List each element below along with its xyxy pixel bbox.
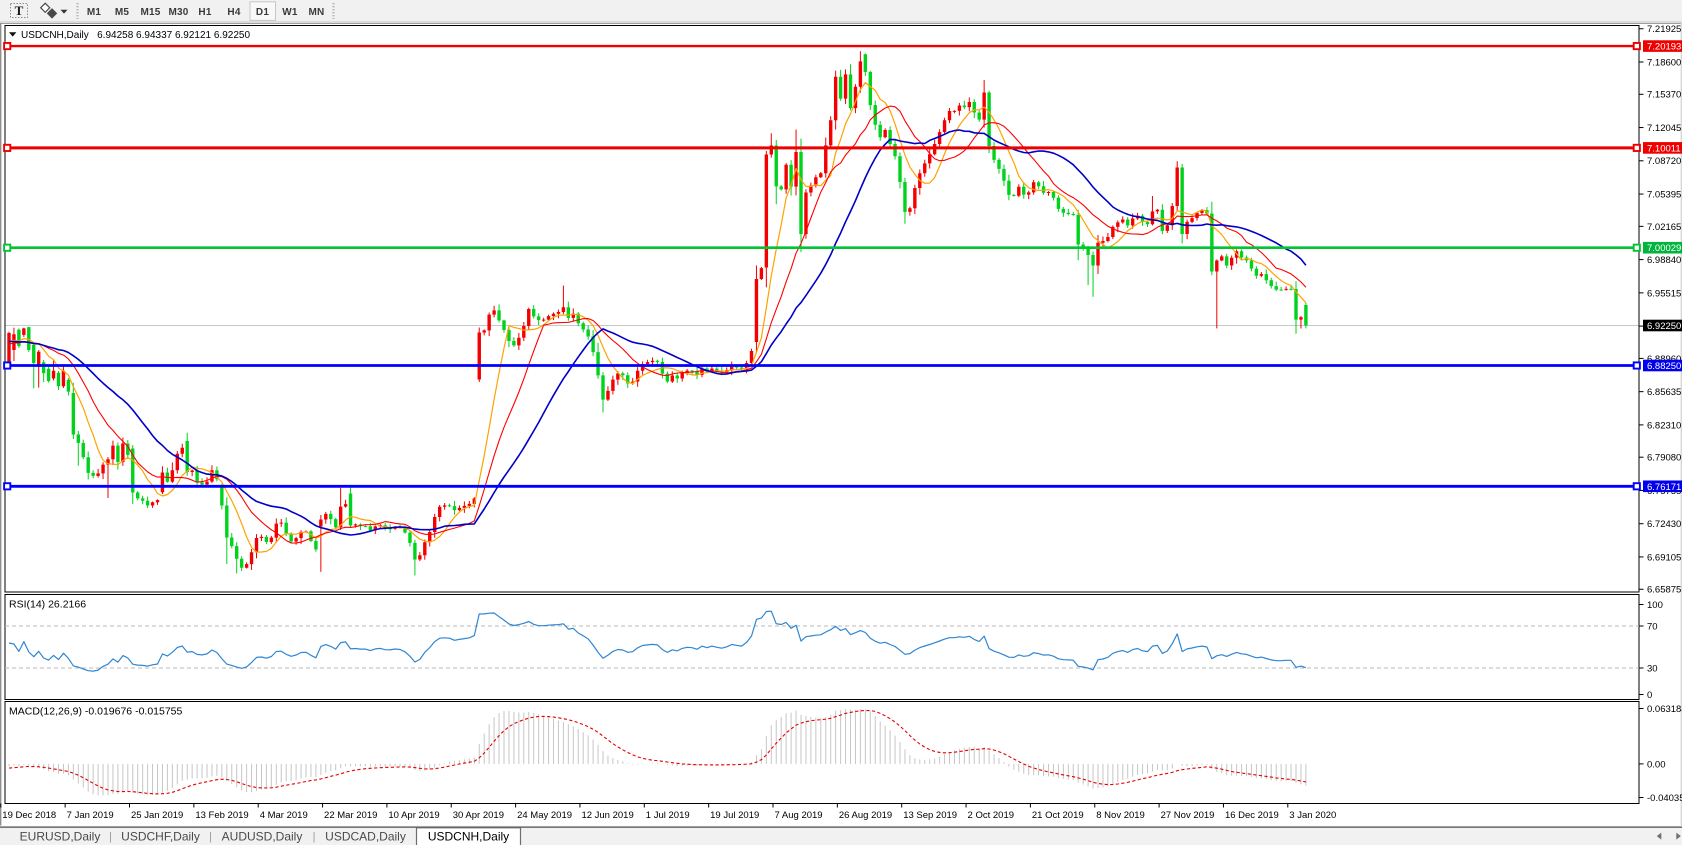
svg-text:10 Apr 2019: 10 Apr 2019 (388, 810, 439, 821)
svg-text:7.02165: 7.02165 (1647, 222, 1681, 233)
svg-text:8 Nov 2019: 8 Nov 2019 (1096, 810, 1145, 821)
svg-text:AUDUSD,Daily: AUDUSD,Daily (222, 830, 303, 844)
svg-text:13 Sep 2019: 13 Sep 2019 (903, 810, 957, 821)
svg-text:0: 0 (1647, 690, 1652, 701)
svg-text:-0.04035: -0.04035 (1647, 793, 1682, 804)
svg-text:7.15370: 7.15370 (1647, 90, 1681, 101)
svg-text:0.00: 0.00 (1647, 759, 1666, 770)
svg-text:M30: M30 (168, 7, 188, 18)
svg-text:W1: W1 (282, 7, 298, 18)
svg-text:6.72430: 6.72430 (1647, 519, 1681, 530)
svg-text:|: | (313, 831, 316, 843)
svg-text:100: 100 (1647, 600, 1663, 611)
svg-text:M5: M5 (115, 7, 130, 18)
svg-text:25 Jan 2019: 25 Jan 2019 (131, 810, 183, 821)
svg-text:H1: H1 (198, 7, 211, 18)
svg-text:30 Apr 2019: 30 Apr 2019 (453, 810, 504, 821)
svg-text:6.65875: 6.65875 (1647, 585, 1681, 596)
svg-text:13 Feb 2019: 13 Feb 2019 (195, 810, 248, 821)
svg-text:EURUSD,Daily: EURUSD,Daily (20, 830, 101, 844)
svg-text:H4: H4 (227, 7, 240, 18)
svg-text:6.88250: 6.88250 (1647, 361, 1681, 372)
svg-text:RSI(14) 26.2166: RSI(14) 26.2166 (9, 599, 86, 611)
svg-text:M15: M15 (140, 7, 160, 18)
svg-text:4 Mar 2019: 4 Mar 2019 (260, 810, 308, 821)
svg-text:7.05395: 7.05395 (1647, 189, 1681, 200)
svg-text:7 Jan 2019: 7 Jan 2019 (67, 810, 114, 821)
svg-text:21 Oct 2019: 21 Oct 2019 (1032, 810, 1084, 821)
svg-text:70: 70 (1647, 621, 1658, 632)
svg-text:7.00029: 7.00029 (1647, 243, 1681, 254)
svg-text:7.10011: 7.10011 (1647, 143, 1681, 154)
svg-text:6.88960: 6.88960 (1647, 354, 1681, 365)
svg-text:USDCNH,Daily 6.94258 6.94337: USDCNH,Daily 6.94258 6.94337 6.92121 6.9… (21, 30, 250, 41)
svg-text:19 Dec 2018: 19 Dec 2018 (2, 810, 56, 821)
svg-text:6.92250: 6.92250 (1647, 321, 1681, 332)
svg-text:6.82310: 6.82310 (1647, 420, 1681, 431)
svg-text:19 Jul 2019: 19 Jul 2019 (710, 810, 759, 821)
svg-text:26 Aug 2019: 26 Aug 2019 (839, 810, 892, 821)
svg-text:7.12045: 7.12045 (1647, 123, 1681, 134)
svg-text:7 Aug 2019: 7 Aug 2019 (775, 810, 823, 821)
svg-text:27 Nov 2019: 27 Nov 2019 (1161, 810, 1215, 821)
svg-text:16 Dec 2019: 16 Dec 2019 (1225, 810, 1279, 821)
svg-text:6.85635: 6.85635 (1647, 387, 1681, 398)
svg-text:30: 30 (1647, 663, 1658, 674)
svg-text:6.98840: 6.98840 (1647, 255, 1681, 266)
svg-text:MN: MN (309, 7, 325, 18)
svg-text:T: T (15, 3, 24, 18)
svg-text:6.69105: 6.69105 (1647, 552, 1681, 563)
svg-text:22 Mar 2019: 22 Mar 2019 (324, 810, 377, 821)
svg-text:3 Jan 2020: 3 Jan 2020 (1289, 810, 1336, 821)
svg-text:1 Jul 2019: 1 Jul 2019 (646, 810, 690, 821)
svg-text:7.18600: 7.18600 (1647, 57, 1681, 68)
svg-text:MACD(12,26,9) -0.019676 -0.015: MACD(12,26,9) -0.019676 -0.015755 (9, 706, 183, 718)
svg-text:M1: M1 (87, 7, 102, 18)
svg-text:USDCNH,Daily: USDCNH,Daily (428, 830, 509, 844)
svg-text:6.95515: 6.95515 (1647, 288, 1681, 299)
svg-text:7.08720: 7.08720 (1647, 156, 1681, 167)
svg-text:7.20193: 7.20193 (1647, 42, 1681, 53)
svg-text:12 Jun 2019: 12 Jun 2019 (581, 810, 633, 821)
svg-text:|: | (109, 831, 112, 843)
svg-text:USDCAD,Daily: USDCAD,Daily (325, 830, 406, 844)
svg-text:2 Oct 2019: 2 Oct 2019 (968, 810, 1014, 821)
svg-text:24 May 2019: 24 May 2019 (517, 810, 572, 821)
svg-text:7.21925: 7.21925 (1647, 24, 1681, 35)
svg-text:|: | (209, 831, 212, 843)
svg-text:D1: D1 (256, 7, 269, 18)
svg-text:6.76171: 6.76171 (1647, 482, 1681, 493)
svg-text:0.063184: 0.063184 (1647, 704, 1682, 715)
svg-text:USDCHF,Daily: USDCHF,Daily (121, 830, 200, 844)
svg-text:6.79080: 6.79080 (1647, 453, 1681, 464)
